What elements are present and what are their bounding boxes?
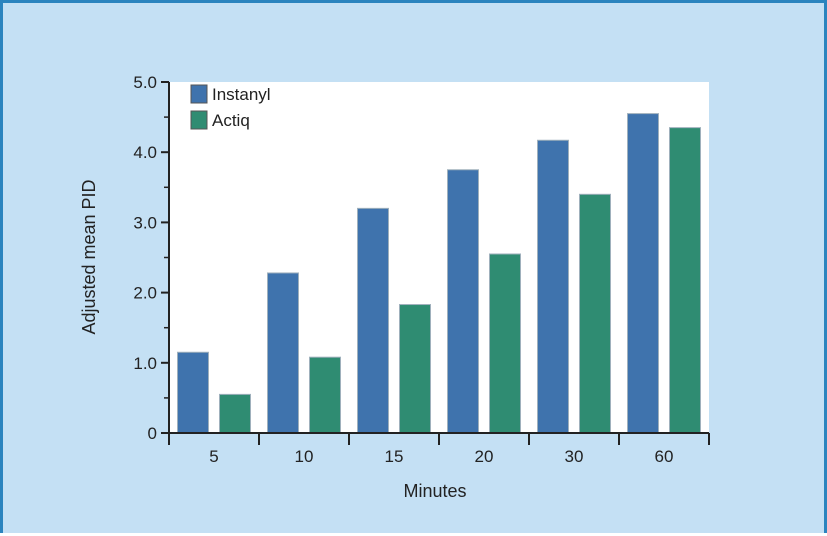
bar-actiq-15	[399, 304, 431, 434]
bar-actiq-20	[489, 253, 521, 434]
bar-actiq-10	[309, 356, 341, 434]
legend-label-instanyl: Instanyl	[212, 85, 271, 104]
y-tick-label: 4.0	[133, 143, 157, 162]
y-tick-label: 1.0	[133, 354, 157, 373]
legend-label-actiq: Actiq	[212, 111, 250, 130]
bar-actiq-30	[579, 193, 611, 434]
y-tick-label: 2.0	[133, 284, 157, 303]
x-tick-label-30: 30	[565, 447, 584, 466]
legend-swatch-instanyl	[190, 84, 208, 104]
x-tick-label-60: 60	[655, 447, 674, 466]
x-tick-label-10: 10	[295, 447, 314, 466]
y-tick-label: 3.0	[133, 213, 157, 232]
x-tick-label-20: 20	[475, 447, 494, 466]
x-axis-label: Minutes	[403, 481, 466, 501]
y-tick-label: 5.0	[133, 73, 157, 92]
bar-instanyl-30	[537, 139, 569, 434]
y-ticks-group: 0 1.0 2.0 3.0 4.0 5.0	[133, 73, 169, 443]
x-ticks-group: 5 10 15 20 30 60	[168, 433, 710, 466]
y-axis-label: Adjusted mean PID	[79, 179, 99, 334]
bar-actiq-60	[669, 127, 701, 434]
bar-instanyl-60	[627, 113, 659, 434]
bar-instanyl-10	[267, 272, 299, 434]
x-tick-label-15: 15	[385, 447, 404, 466]
bar-instanyl-15	[357, 207, 389, 434]
bar-instanyl-5	[177, 351, 209, 434]
y-tick-label: 0	[148, 424, 157, 443]
bar-chart: 0 1.0 2.0 3.0 4.0 5.0 5 10 15 20 30 60 Minutes Adj…	[79, 73, 710, 501]
bars-group	[177, 113, 701, 434]
legend: Instanyl Actiq	[190, 84, 271, 130]
x-tick-label-5: 5	[209, 447, 218, 466]
legend-swatch-actiq	[190, 110, 208, 130]
plot-area	[169, 82, 709, 433]
bar-actiq-5	[219, 393, 251, 434]
bar-instanyl-20	[447, 169, 479, 434]
